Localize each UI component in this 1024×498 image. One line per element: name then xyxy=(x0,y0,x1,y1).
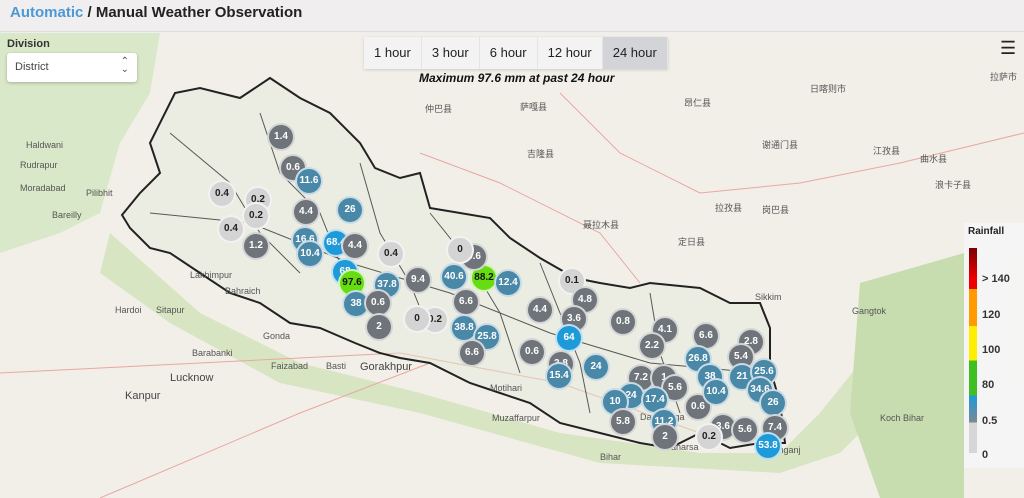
rainfall-station-marker[interactable]: 11.6 xyxy=(295,167,323,195)
place-label: Pilibhit xyxy=(86,188,113,198)
place-label: Haldwani xyxy=(26,140,64,150)
tab-12-hour[interactable]: 12 hour xyxy=(537,37,603,69)
rainfall-legend: Rainfall > 140 120 100 80 0.5 0 xyxy=(964,223,1024,468)
place-label: 曲水县 xyxy=(920,154,948,164)
rainfall-station-marker[interactable]: 10.4 xyxy=(296,240,324,268)
place-label: 定日县 xyxy=(678,237,706,247)
place-label: 昂仁县 xyxy=(684,98,712,108)
district-select-value: District xyxy=(15,61,49,73)
rainfall-station-marker[interactable]: 0.4 xyxy=(377,240,405,268)
rainfall-station-marker[interactable]: 0.6 xyxy=(518,338,546,366)
rainfall-station-marker[interactable]: 26 xyxy=(336,196,364,224)
place-label: Lucknow xyxy=(170,372,214,384)
rainfall-station-marker[interactable]: 0.2 xyxy=(695,423,723,451)
hamburger-menu-icon[interactable]: ☰ xyxy=(1000,38,1017,58)
rainfall-station-marker[interactable]: 6.6 xyxy=(452,288,480,316)
place-label: 江孜县 xyxy=(873,146,901,156)
place-label: 聂拉木县 xyxy=(583,220,620,230)
place-label: Koch Bihar xyxy=(880,413,925,423)
rainfall-station-marker[interactable]: 4.4 xyxy=(292,198,320,226)
rainfall-map[interactable]: UttarakhandHaldwaniRudrapurMoradabadPili… xyxy=(0,33,1024,498)
chevron-up-down-icon: ⌃ ⌄ xyxy=(120,56,129,75)
legend-label: 0.5 xyxy=(982,415,998,427)
legend-label: > 140 xyxy=(982,273,1010,285)
rainfall-station-marker[interactable]: 5.6 xyxy=(731,416,759,444)
place-label: Hardoi xyxy=(115,305,142,315)
place-label: Gorakhpur xyxy=(360,361,412,373)
rainfall-station-marker[interactable]: 24 xyxy=(582,353,610,381)
page-header: Automatic / Manual Weather Observation xyxy=(0,0,1024,32)
rainfall-station-marker[interactable]: 53.8 xyxy=(754,432,782,460)
place-label: Motihari xyxy=(490,383,523,393)
place-label: 萨嘎县 xyxy=(520,102,548,112)
place-label: Sitapur xyxy=(156,305,185,315)
rainfall-station-marker[interactable]: 12.4 xyxy=(494,269,522,297)
rainfall-station-marker[interactable]: 5.8 xyxy=(609,408,637,436)
rainfall-station-marker[interactable]: 4.4 xyxy=(341,232,369,260)
place-label: Bareilly xyxy=(52,210,82,220)
place-label: Moradabad xyxy=(20,183,66,193)
rainfall-station-marker[interactable]: 0.6 xyxy=(364,289,392,317)
place-label: 拉萨市 xyxy=(990,72,1018,82)
place-label: Gonda xyxy=(263,331,291,341)
rainfall-station-marker[interactable]: 2.2 xyxy=(638,332,666,360)
place-label: 日喀则市 xyxy=(810,84,847,94)
legend-label: 0 xyxy=(982,449,989,461)
place-label: Bihar xyxy=(600,452,622,462)
division-label: Division xyxy=(7,38,50,50)
tab-1-hour[interactable]: 1 hour xyxy=(364,37,422,69)
rainfall-station-marker[interactable]: 2 xyxy=(365,313,393,341)
page-title: / Manual Weather Observation xyxy=(83,4,303,21)
district-select[interactable]: District ⌃ ⌄ xyxy=(7,53,137,82)
rainfall-station-marker[interactable]: 15.4 xyxy=(545,362,573,390)
place-label: 仲巴县 xyxy=(425,104,453,114)
place-label: Muzaffarpur xyxy=(492,413,540,423)
rainfall-station-marker[interactable]: 0 xyxy=(403,305,431,333)
rainfall-station-marker[interactable]: 1.4 xyxy=(267,123,295,151)
place-label: 浪卡子县 xyxy=(935,180,972,190)
rainfall-station-marker[interactable]: 4.4 xyxy=(526,296,554,324)
map-base xyxy=(0,33,1024,498)
rainfall-station-marker[interactable]: 10.4 xyxy=(702,378,730,406)
rainfall-station-marker[interactable]: 64 xyxy=(555,324,583,352)
legend-label: 80 xyxy=(982,379,995,391)
place-label: Sikkim xyxy=(755,292,782,302)
tab-3-hour[interactable]: 3 hour xyxy=(421,37,480,69)
legend-title: Rainfall xyxy=(968,226,1005,237)
tab-6-hour[interactable]: 6 hour xyxy=(479,37,538,69)
rainfall-station-marker[interactable]: 1.2 xyxy=(242,232,270,260)
place-label: Rudrapur xyxy=(20,160,58,170)
place-label: Basti xyxy=(326,361,347,371)
rainfall-station-marker[interactable]: 0.2 xyxy=(242,202,270,230)
legend-label: 100 xyxy=(982,344,1001,356)
rainfall-station-marker[interactable]: 9.4 xyxy=(404,266,432,294)
automatic-link[interactable]: Automatic xyxy=(10,4,84,21)
place-label: Saharsa xyxy=(665,442,699,452)
place-label: Gangtok xyxy=(852,306,887,316)
max-rainfall-note: Maximum 97.6 mm at past 24 hour xyxy=(419,71,615,85)
tab-24-hour[interactable]: 24 hour xyxy=(602,37,668,69)
place-label: 吉隆县 xyxy=(527,149,555,159)
rainfall-station-marker[interactable]: 0 xyxy=(446,236,474,264)
rainfall-station-marker[interactable]: 2 xyxy=(651,423,679,451)
legend-color-bar xyxy=(969,248,977,453)
rainfall-station-marker[interactable]: 26 xyxy=(759,389,787,417)
place-label: Faizabad xyxy=(271,361,309,371)
time-range-tabs: 1 hour 3 hour 6 hour 12 hour 24 hour xyxy=(364,37,668,69)
place-label: 拉孜县 xyxy=(715,203,743,213)
place-label: 岗巴县 xyxy=(762,205,790,215)
place-label: 谢通门县 xyxy=(762,140,799,150)
place-label: Barabanki xyxy=(192,348,233,358)
rainfall-station-marker[interactable]: 0.4 xyxy=(208,180,236,208)
rainfall-station-marker[interactable]: 0.4 xyxy=(217,215,245,243)
legend-label: 120 xyxy=(982,309,1001,321)
place-label: Kanpur xyxy=(125,390,161,402)
rainfall-station-marker[interactable]: 40.6 xyxy=(440,263,468,291)
rainfall-station-marker[interactable]: 6.6 xyxy=(458,339,486,367)
place-label: Lakhimpur xyxy=(190,270,233,280)
place-label: Bahraich xyxy=(225,286,261,296)
rainfall-station-marker[interactable]: 0.8 xyxy=(609,308,637,336)
